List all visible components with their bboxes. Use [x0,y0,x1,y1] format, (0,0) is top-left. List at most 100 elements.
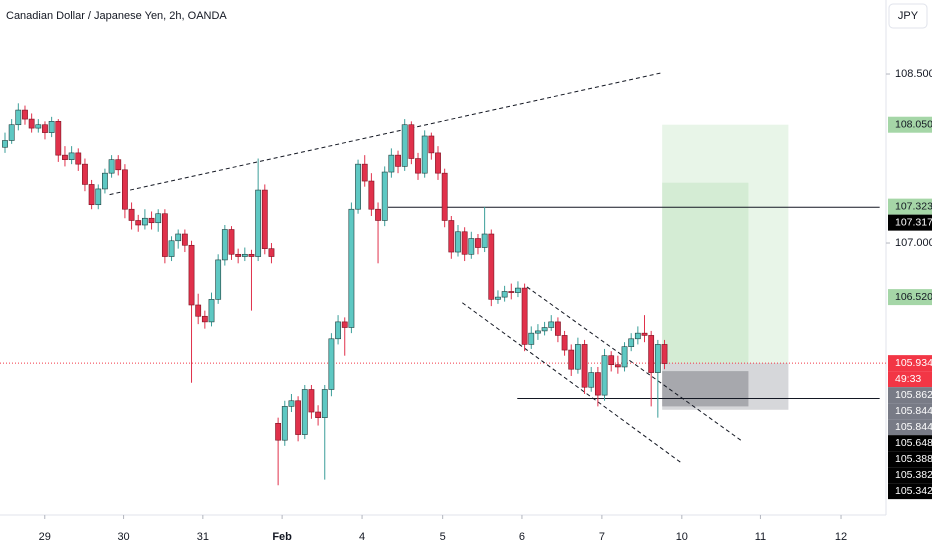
target-zone-inner [662,182,749,364]
candle-body [614,364,621,368]
price-badge: 107.317 [888,214,932,231]
x-tick-label: Feb [272,531,292,543]
candle-body [201,315,208,323]
price-badge-bg [888,419,932,436]
candle-body [634,332,641,340]
candle-body [561,335,568,351]
candle-body [82,163,88,185]
candle-body [521,287,528,345]
candle-body [361,163,368,182]
price-badge: 106.520 [888,289,932,306]
price-badge-text: 105.388 [895,453,932,465]
candle-body [295,400,302,435]
price-badge-bg [888,467,932,484]
price-badge-text: 105.382 [895,469,932,481]
price-badge-text: 105.342 [895,485,932,497]
x-tick-label: 7 [599,531,605,543]
price-badge-text: 105.934 [895,357,932,369]
candle-body [555,321,561,336]
candle-body [641,332,648,336]
candle-body [441,172,448,221]
candle-body [594,372,601,396]
candle-body [255,189,262,257]
x-tick-label: 6 [519,531,525,543]
x-tick-label: 5 [440,531,446,543]
candle-body [528,332,535,345]
candle-body [88,184,95,206]
candle-body [541,327,548,332]
candle-body [221,229,228,261]
candle-body [501,291,508,298]
trendline [109,72,662,196]
candle-body [281,406,288,441]
price-badge: 105.844 [888,419,932,436]
price-badge: 105.862 [888,387,932,404]
candle-body [548,321,555,328]
candle-body [28,118,35,129]
price-badge: 105.342 [888,483,932,500]
countdown-badge: 49:33 [888,371,932,388]
candle-body [435,152,441,174]
candle-body [488,233,495,300]
candle-body [428,135,435,154]
candle-body [535,330,541,334]
price-badge-text: 105.648 [895,437,932,449]
candle-body [181,233,188,246]
trendline [462,302,682,464]
candle-body [102,172,108,190]
stop-zone-inner [662,371,749,407]
candle-body [395,154,401,167]
price-badge-bg [888,198,932,215]
candle-body [42,124,48,133]
currency-label[interactable]: JPY [898,10,919,22]
candle-body [275,422,282,441]
candle-body [168,240,175,257]
candle-body [661,344,668,364]
x-tick-label: 10 [676,531,688,543]
candle-body [155,213,162,224]
price-badge-text: 105.844 [895,405,932,417]
candle-body [341,321,348,328]
candle-body [68,152,75,160]
candle-body [161,213,168,257]
price-badge: 105.388 [888,451,932,468]
candle-body [468,238,475,255]
candle-body [515,287,521,293]
chart-title: Canadian Dollar / Japanese Yen, 2h, OAND… [6,10,227,22]
price-badge-bg [888,214,932,231]
candle-body [128,208,135,221]
candle-body [601,355,608,396]
candle-body [508,291,515,293]
candle-body [301,389,308,435]
price-badge-bg [888,289,932,306]
target-zone [662,124,789,364]
candle-body [195,304,202,317]
x-tick-label: 29 [39,531,51,543]
price-badge: 105.648 [888,435,932,452]
price-badge-bg [888,483,932,500]
candle-body [35,124,42,129]
y-tick-label: 107.000 [895,237,932,249]
candle-body [215,259,222,300]
y-tick-label: 108.500 [895,68,932,80]
candle-body [328,338,335,390]
price-badge-bg [888,403,932,420]
candle-body [608,355,615,366]
stop-zone [662,363,789,410]
candle-body [581,344,588,388]
currency-button[interactable] [888,3,928,29]
candle-body [461,231,468,255]
candle-body [388,154,395,173]
price-badge-text: 105.844 [895,421,932,433]
candle-body [495,296,501,300]
candle-body [568,349,575,370]
candle-body [148,217,155,224]
candle-body [621,346,628,368]
candle-body [248,253,255,257]
x-tick-label: 4 [359,531,365,543]
x-tick-label: 12 [835,531,847,543]
price-badge-bg [888,116,932,133]
candle-body [48,121,55,133]
price-badge-text: 106.520 [895,291,932,303]
